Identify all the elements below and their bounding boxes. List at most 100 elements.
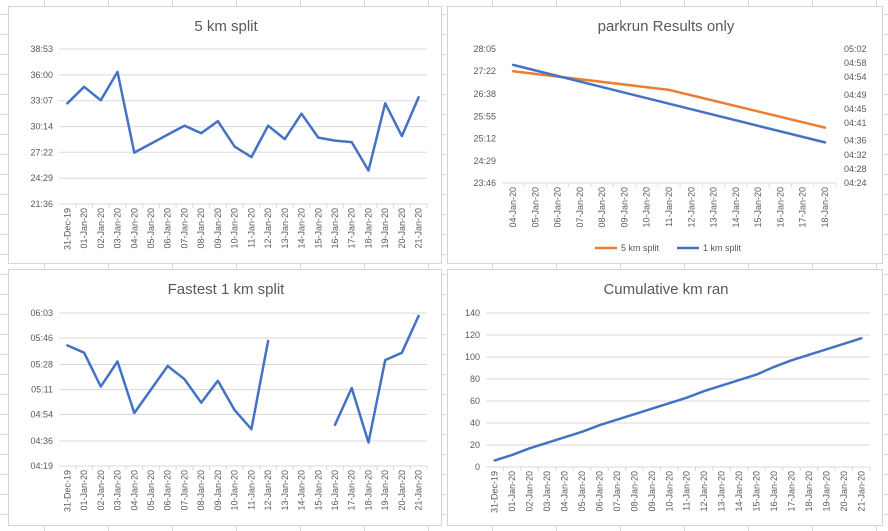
chart1-y-tick-label: 21:36 (30, 199, 53, 209)
chart2-legend-1-km-split-label: 1 km split (703, 243, 742, 253)
chart4-y-tick-label: 140 (465, 308, 480, 318)
chart4-x-tick-label: 11-Jan-20 (682, 471, 692, 511)
chart3-x-tick-label: 16-Jan-20 (330, 470, 340, 511)
chart2-y-tick-label: 23:46 (473, 178, 496, 188)
chart2-y2-tick-label: 04:32 (844, 150, 867, 160)
chart2-x-tick-label: 06-Jan-20 (553, 187, 563, 228)
chart1-x-tick-label: 03-Jan-20 (113, 208, 123, 249)
chart4-x-tick-label: 21-Jan-20 (856, 471, 866, 512)
chart2-y-tick-label: 25:55 (473, 111, 496, 121)
chart4-x-tick-label: 08-Jan-20 (629, 471, 639, 512)
chart-parkrun-results-svg: parkrun Results only 28:05 27:22 26:38 25:55… (473, 18, 867, 253)
chart2-x-tick-label: 14-Jan-20 (731, 187, 741, 228)
chart3-x-tick-label: 19-Jan-20 (380, 470, 390, 511)
chart4-x-tick-label: 17-Jan-20 (786, 471, 796, 512)
chart-5km-split[interactable]: 5 km split 38:53 36:00 33:07 30:14 27:22 24:29… (8, 6, 442, 264)
chart4-x-tick-label: 01-Jan-20 (507, 471, 517, 512)
chart4-x-tick-label: 16-Jan-20 (769, 471, 779, 512)
chart3-x-tick-label: 03-Jan-20 (113, 470, 123, 511)
chart4-x-tick-label: 18-Jan-20 (804, 471, 814, 512)
chart2-y2-tick-label: 04:24 (844, 178, 867, 188)
chart3-x-tick-label: 07-Jan-20 (179, 470, 189, 511)
chart4-x-tick-label: 06-Jan-20 (594, 471, 604, 512)
chart4-x-tick-label: 12-Jan-20 (699, 471, 709, 512)
chart3-y-tick-label: 06:03 (30, 308, 53, 318)
chart1-x-tick-label: 15-Jan-20 (313, 208, 323, 249)
chart4-x-tick-label: 31-Dec-19 (490, 471, 500, 513)
chart1-y-tick-label: 36:00 (30, 70, 53, 80)
chart3-y-tick-label: 04:36 (30, 436, 53, 446)
chart3-y-tick-label: 05:46 (30, 333, 53, 343)
chart4-y-tick-label: 40 (470, 418, 480, 428)
chart2-y2-tick-label: 04:54 (844, 72, 867, 82)
chart3-x-tick-label: 10-Jan-20 (230, 470, 240, 511)
chart2-y-tick-label: 24:29 (473, 156, 496, 166)
chart-fastest-1km-split[interactable]: Fastest 1 km split 06:03 05:46 05:28 05:11 04… (8, 269, 442, 526)
chart3-y-tick-label: 05:28 (30, 359, 53, 369)
chart4-title: Cumulative km ran (603, 281, 728, 298)
chart-parkrun-results[interactable]: parkrun Results only 28:05 27:22 26:38 25:55… (447, 6, 883, 264)
chart2-y2-tick-label: 04:28 (844, 164, 867, 174)
chart2-y2-tick-label: 04:36 (844, 136, 867, 146)
chart3-y-tick-label: 05:11 (31, 385, 53, 395)
chart1-y-tick-label: 30:14 (30, 122, 53, 132)
chart2-y-tick-label: 27:22 (473, 66, 496, 76)
chart4-x-tick-label: 09-Jan-20 (647, 471, 657, 512)
chart4-x-tick-label: 04-Jan-20 (560, 471, 570, 512)
chart2-y-tick-label: 28:05 (473, 44, 496, 54)
chart1-x-tick-label: 02-Jan-20 (96, 208, 106, 249)
chart4-x-tick-label: 03-Jan-20 (542, 471, 552, 512)
chart1-x-tick-label: 14-Jan-20 (297, 208, 307, 249)
chart1-y-tick-label: 38:53 (30, 44, 53, 54)
chart4-y-tick-label: 80 (470, 374, 480, 384)
chart4-x-tick-label: 02-Jan-20 (525, 471, 535, 512)
chart2-title: parkrun Results only (598, 18, 735, 35)
chart2-y-tick-label: 25:12 (473, 134, 496, 144)
chart4-x-tick-label: 13-Jan-20 (717, 471, 727, 512)
chart3-x-tick-label: 31-Dec-19 (62, 470, 72, 512)
chart3-x-tick-label: 09-Jan-20 (213, 470, 223, 511)
chart3-x-tick-label: 05-Jan-20 (146, 470, 156, 511)
chart1-x-tick-label: 19-Jan-20 (380, 208, 390, 249)
chart2-y2-tick-label: 04:49 (844, 90, 867, 100)
chart1-x-tick-label: 01-Jan-20 (79, 208, 89, 249)
chart2-x-tick-label: 13-Jan-20 (709, 187, 719, 228)
chart-cumulative-km-svg: Cumulative km ran 140 120 100 80 60 40 20 0 31-De… (465, 281, 871, 513)
chart1-x-tick-label: 13-Jan-20 (280, 208, 290, 249)
chart2-legend-5-km-split-label: 5 km split (621, 243, 660, 253)
chart4-x-tick-label: 07-Jan-20 (612, 471, 622, 512)
chart3-x-tick-label: 02-Jan-20 (96, 470, 106, 511)
chart2-1-km-split-line (511, 63, 827, 144)
chart1-x-tick-label: 05-Jan-20 (146, 208, 156, 249)
chart2-x-tick-label: 12-Jan-20 (686, 187, 696, 228)
chart1-x-tick-label: 10-Jan-20 (230, 208, 240, 249)
chart1-x-tick-label: 31-Dec-19 (62, 208, 72, 250)
chart3-title: Fastest 1 km split (168, 281, 286, 298)
chart2-x-tick-label: 18-Jan-20 (820, 187, 830, 228)
chart2-x-tick-label: 07-Jan-20 (575, 187, 585, 228)
chart4-y-tick-label: 20 (470, 440, 480, 450)
chart1-x-tick-label: 17-Jan-20 (347, 208, 357, 249)
chart2-5-km-split-line (511, 69, 827, 129)
chart1-x-tick-label: 08-Jan-20 (196, 208, 206, 249)
chart1-x-tick-label: 11-Jan-20 (246, 208, 256, 248)
chart2-x-tick-label: 11-Jan-20 (664, 187, 674, 227)
chart1-x-tick-label: 07-Jan-20 (179, 208, 189, 249)
chart2-y2-tick-label: 05:02 (844, 44, 867, 54)
chart3-x-tick-label: 01-Jan-20 (79, 470, 89, 511)
chart1-y-tick-label: 24:29 (30, 173, 53, 183)
chart4-y-tick-label: 100 (465, 352, 480, 362)
chart1-x-tick-label: 12-Jan-20 (263, 208, 273, 249)
chart1-x-tick-label: 20-Jan-20 (397, 208, 407, 249)
chart1-x-tick-label: 16-Jan-20 (330, 208, 340, 249)
chart3-series-line (66, 314, 420, 444)
chart3-x-tick-label: 13-Jan-20 (280, 470, 290, 511)
chart2-x-tick-label: 10-Jan-20 (642, 187, 652, 228)
chart3-x-tick-label: 18-Jan-20 (363, 470, 373, 511)
chart4-series-line (493, 337, 863, 462)
chart3-x-tick-label: 06-Jan-20 (163, 470, 173, 511)
chart1-x-tick-label: 09-Jan-20 (213, 208, 223, 249)
chart3-x-tick-label: 08-Jan-20 (196, 470, 206, 511)
chart-cumulative-km[interactable]: Cumulative km ran 140 120 100 80 60 40 20 0 31-De… (447, 269, 883, 526)
chart4-x-tick-label: 19-Jan-20 (821, 471, 831, 512)
